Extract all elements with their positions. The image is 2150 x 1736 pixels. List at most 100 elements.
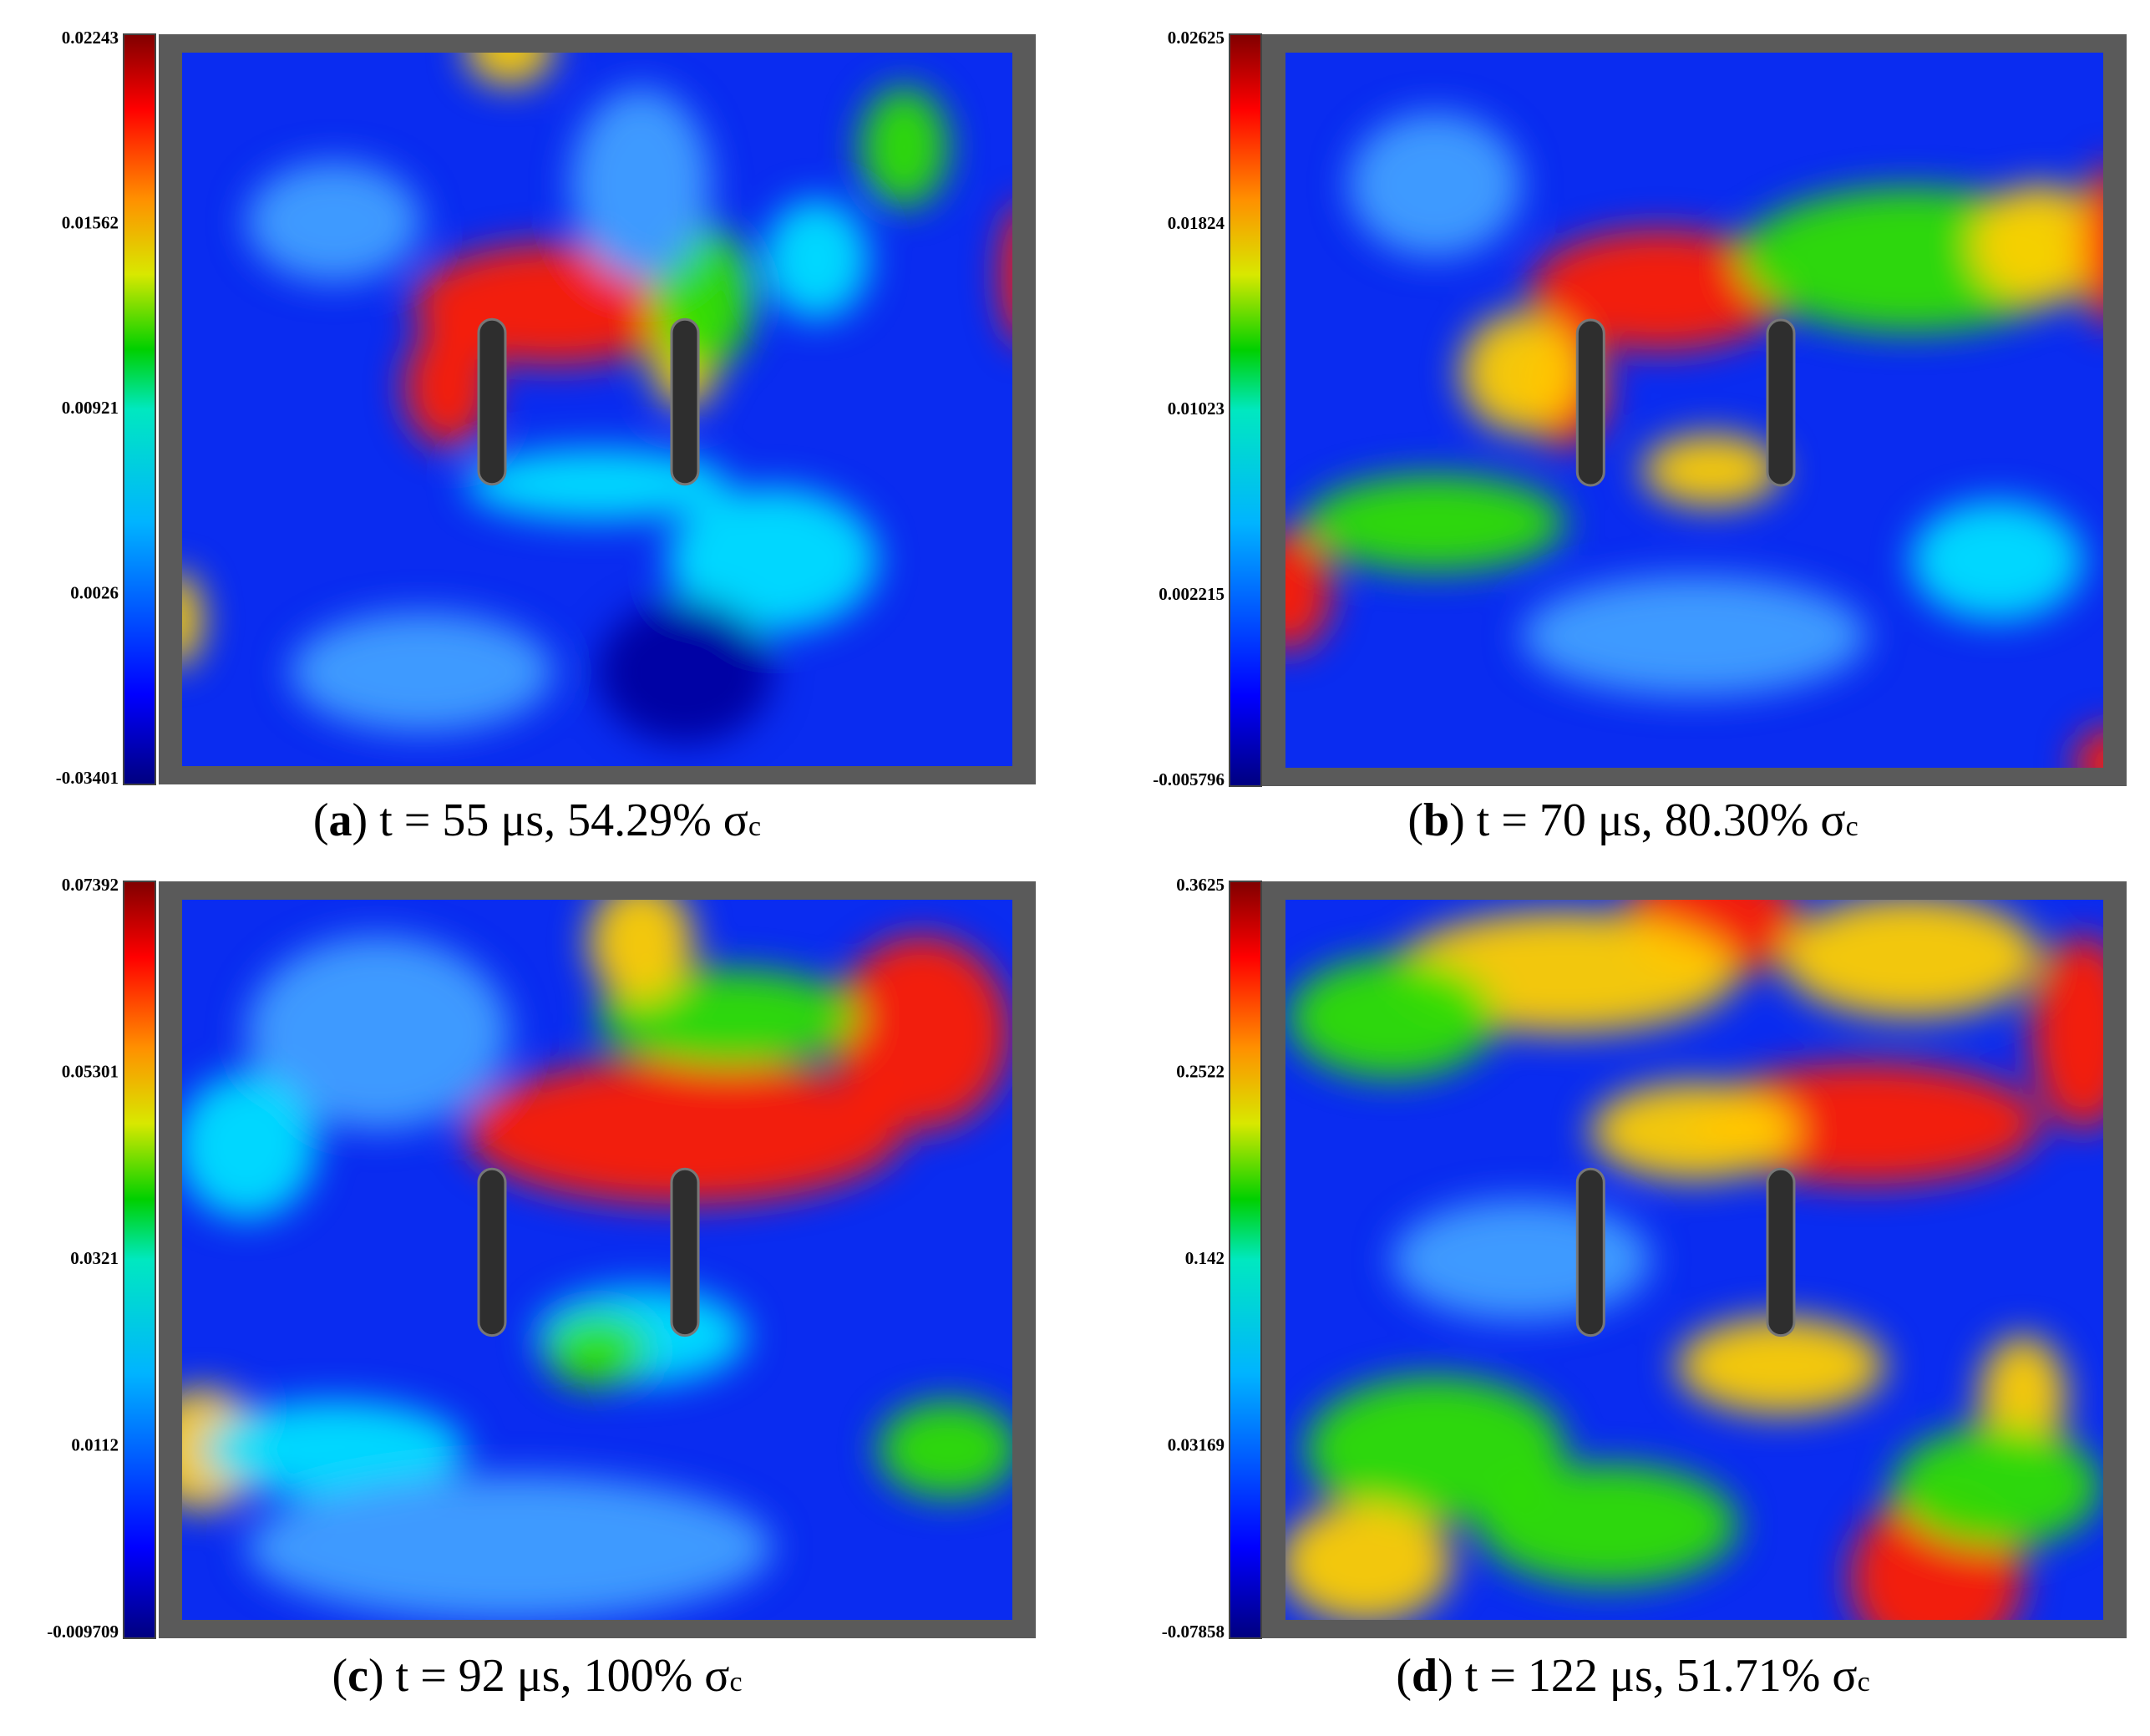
field-blob [878, 1400, 1012, 1498]
strain-field [1285, 53, 2103, 768]
field-blob [1285, 1501, 1453, 1620]
field-blob [834, 936, 1010, 1130]
field-blob [1305, 475, 1565, 571]
caption-label: d [1412, 1650, 1438, 1702]
caption-label: a [329, 794, 352, 846]
colorbar-tick-label: -0.07858 [1162, 1622, 1225, 1642]
caption-text: ) t = 122 μs, 51.71% σ [1438, 1650, 1857, 1702]
caption-open: ( [332, 1650, 347, 1702]
caption-open: ( [1407, 794, 1423, 846]
field-blob [1970, 185, 2103, 305]
crack-notch [1575, 1167, 1605, 1338]
colorbar-tick-label: 0.03169 [1168, 1434, 1225, 1454]
caption-label: c [347, 1650, 368, 1702]
field-blob [182, 1074, 317, 1220]
colorbar-tick-label: 0.05301 [62, 1061, 119, 1081]
colorbar [1229, 881, 1262, 1639]
crack-notch [670, 1167, 700, 1338]
crack-notch [1766, 1167, 1796, 1338]
colorbar-tick-label: 0.01562 [62, 212, 119, 232]
colorbar-tick-label: 0.02243 [62, 28, 119, 48]
caption-open: ( [313, 794, 329, 846]
caption-label: b [1423, 794, 1449, 846]
field-blob [1348, 112, 1522, 257]
field-blob [465, 53, 554, 86]
caption-sub: c [748, 811, 761, 842]
field-blob [1285, 530, 1331, 651]
caption: (d) t = 122 μs, 51.71% σc [1396, 1650, 1869, 1702]
field-blob [246, 161, 422, 282]
field-blob [1642, 434, 1781, 507]
field-blob [2083, 163, 2103, 327]
field-blob [763, 199, 870, 320]
field-blobs [182, 53, 1012, 744]
strain-field [182, 53, 1012, 766]
strain-field [1285, 900, 2103, 1620]
colorbar-tick-label: 0.02625 [1168, 28, 1225, 48]
colorbar-tick-label: -0.009709 [47, 1622, 119, 1642]
colorbar-tick-label: 0.01023 [1168, 398, 1225, 419]
field-blob [1305, 1376, 1565, 1522]
field-blobs [1285, 900, 2103, 1620]
caption-text: ) t = 70 μs, 80.30% σ [1449, 794, 1845, 846]
panel: 0.3625 0.2522 0.142 0.03169 -0.07858 (d) t = … [1162, 875, 2127, 1702]
field-blob [246, 1475, 773, 1620]
field-blob [545, 1314, 650, 1388]
field-blob [1676, 1317, 1885, 1414]
field-blob [1980, 1335, 2066, 1457]
field-blob [182, 572, 203, 667]
colorbar-tick-label: 0.142 [1185, 1248, 1225, 1268]
field-blob [597, 600, 773, 744]
field-blob [1521, 576, 1868, 696]
colorbar-tick-label: 0.002215 [1159, 584, 1225, 604]
colorbar-tick-label: 0.2522 [1176, 1061, 1225, 1081]
caption: (c) t = 92 μs, 100% σc [332, 1650, 742, 1702]
field-blobs [1285, 112, 2103, 768]
colorbar [123, 33, 156, 785]
field-blob [1001, 214, 1012, 335]
field-blob [246, 936, 510, 1130]
field-blob [465, 448, 729, 520]
field-blob [588, 900, 694, 1003]
panel: 0.02625 0.01824 0.01023 0.002215 -0.005796 (b… [1153, 28, 2127, 846]
field-blobs [182, 900, 1012, 1620]
field-blob [1893, 1426, 2101, 1548]
colorbar-tick-label: 0.07392 [62, 875, 119, 895]
caption-open: ( [1396, 1650, 1412, 1702]
field-blob [1392, 1199, 1651, 1321]
caption-sub: c [1858, 1667, 1870, 1698]
field-blob [465, 1058, 905, 1204]
field-blob [1461, 312, 1582, 433]
field-blob [290, 612, 554, 733]
crack-notch [1766, 318, 1796, 487]
caption-sub: c [729, 1667, 742, 1698]
field-blob [570, 88, 712, 281]
crack-notch [1575, 318, 1605, 487]
field-blob [2031, 936, 2103, 1130]
field-blob [1478, 1464, 1738, 1586]
colorbar [1229, 33, 1262, 787]
strain-field [182, 900, 1012, 1620]
colorbar-tick-label: 0.00921 [62, 398, 119, 418]
field-blob [1910, 500, 2084, 621]
field-blob [1781, 900, 2041, 1018]
caption-text: ) t = 55 μs, 54.29% σ [352, 794, 748, 846]
caption: (a) t = 55 μs, 54.29% σc [313, 794, 761, 846]
colorbar-tick-label: 0.01824 [1168, 213, 1225, 233]
field-blob [667, 487, 878, 632]
crack-notch [477, 317, 507, 486]
caption: (b) t = 70 μs, 80.30% σc [1407, 794, 1858, 846]
colorbar-tick-label: 0.0026 [70, 582, 119, 602]
field-blob [1288, 957, 1496, 1079]
caption-sub: c [1846, 811, 1858, 842]
colorbar-tick-label: -0.03401 [56, 768, 119, 788]
field-blob [1590, 1082, 1798, 1180]
caption-text: ) t = 92 μs, 100% σ [368, 1650, 729, 1702]
field-blob [404, 327, 492, 447]
colorbar-tick-label: 0.0112 [71, 1434, 119, 1454]
field-blob [2074, 728, 2103, 768]
colorbar-tick-label: -0.005796 [1153, 769, 1225, 789]
